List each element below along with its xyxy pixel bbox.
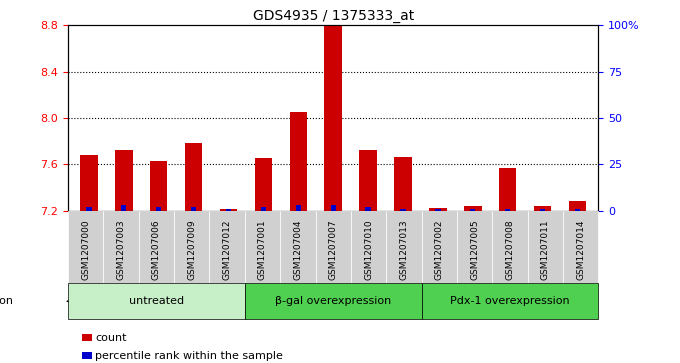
- Text: GSM1207001: GSM1207001: [258, 219, 267, 280]
- Text: GSM1207007: GSM1207007: [328, 219, 338, 280]
- Text: GSM1207014: GSM1207014: [576, 219, 585, 280]
- Text: GSM1207005: GSM1207005: [470, 219, 479, 280]
- Bar: [435, 209, 441, 211]
- Text: GSM1207006: GSM1207006: [152, 219, 161, 280]
- Bar: [115, 150, 133, 211]
- Text: GSM1207010: GSM1207010: [364, 219, 373, 280]
- Bar: [394, 157, 411, 211]
- Bar: [464, 206, 481, 211]
- Text: percentile rank within the sample: percentile rank within the sample: [95, 351, 283, 361]
- Bar: [80, 155, 98, 211]
- Bar: [534, 206, 551, 211]
- Bar: [365, 207, 371, 211]
- Bar: [296, 205, 301, 211]
- Bar: [568, 201, 586, 211]
- Bar: [359, 150, 377, 211]
- Bar: [575, 209, 580, 211]
- Bar: [261, 207, 266, 211]
- Bar: [330, 205, 336, 211]
- Bar: [121, 205, 126, 211]
- Text: Pdx-1 overexpression: Pdx-1 overexpression: [450, 296, 570, 306]
- Text: GSM1207013: GSM1207013: [399, 219, 409, 280]
- Bar: [324, 25, 342, 211]
- Bar: [429, 208, 447, 211]
- Bar: [470, 209, 475, 211]
- Text: count: count: [95, 333, 126, 343]
- Bar: [156, 207, 161, 211]
- Bar: [226, 209, 231, 211]
- Bar: [401, 209, 405, 211]
- Text: GSM1207002: GSM1207002: [435, 219, 444, 280]
- Bar: [505, 209, 510, 211]
- Text: GSM1207009: GSM1207009: [187, 219, 197, 280]
- Bar: [255, 159, 272, 211]
- Text: GSM1207004: GSM1207004: [293, 219, 303, 280]
- Bar: [86, 207, 92, 211]
- Text: untreated: untreated: [129, 296, 184, 306]
- Text: GSM1207003: GSM1207003: [116, 219, 126, 280]
- Text: GSM1207011: GSM1207011: [541, 219, 550, 280]
- Text: genotype/variation: genotype/variation: [0, 296, 14, 306]
- Bar: [185, 143, 203, 211]
- Text: GSM1207008: GSM1207008: [505, 219, 515, 280]
- Bar: [191, 207, 197, 211]
- Bar: [540, 209, 545, 211]
- Text: GSM1207012: GSM1207012: [222, 219, 232, 280]
- Bar: [150, 161, 167, 211]
- Bar: [290, 112, 307, 211]
- Bar: [220, 209, 237, 211]
- Text: β-gal overexpression: β-gal overexpression: [275, 296, 391, 306]
- Text: GSM1207000: GSM1207000: [81, 219, 90, 280]
- Title: GDS4935 / 1375333_at: GDS4935 / 1375333_at: [252, 9, 414, 23]
- Bar: [499, 168, 516, 211]
